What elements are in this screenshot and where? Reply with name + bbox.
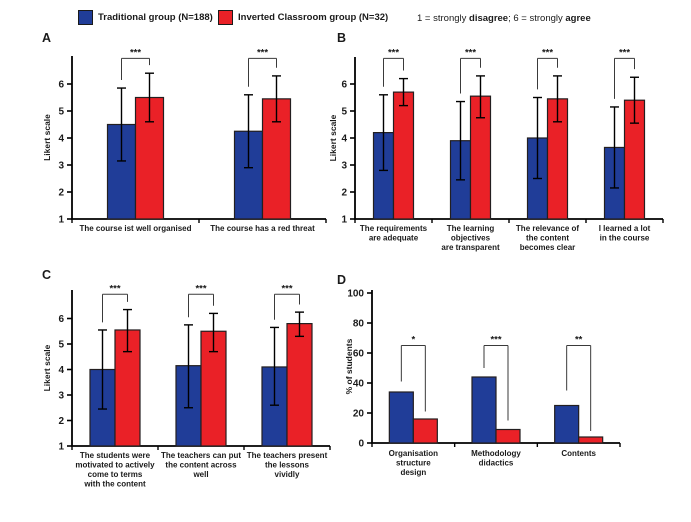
category-label: Organisation: [389, 449, 438, 458]
category-label: becomes clear: [520, 243, 576, 252]
y-axis-title: % of students: [344, 338, 354, 394]
category-label: Contents: [561, 449, 596, 458]
category-label: in the course: [600, 234, 650, 243]
y-axis-title: Likert scale: [328, 114, 338, 161]
category-label: the content: [526, 234, 569, 243]
bar-traditional: [388, 391, 414, 444]
bar-traditional: [471, 376, 497, 444]
category-label: The course ist well organised: [79, 224, 191, 233]
category-label: didactics: [479, 459, 514, 468]
bar-inverted: [412, 418, 438, 444]
sig-stars: ***: [542, 47, 553, 58]
sig-stars: ***: [465, 47, 476, 58]
sig-stars: **: [575, 335, 583, 346]
category-label: Methodology: [471, 449, 521, 458]
category-label: the content across: [165, 461, 237, 470]
y-tick-label: 4: [58, 134, 64, 145]
scale-note-agree: agree: [565, 13, 591, 24]
category-label: motivated to actively: [75, 461, 155, 470]
sig-stars: ***: [195, 283, 206, 294]
category-label: come to terms: [88, 470, 143, 479]
sig-stars: ***: [130, 47, 141, 58]
legend-swatch-inverted: [218, 10, 233, 25]
bar-inverted: [495, 428, 521, 444]
y-tick-label: 1: [341, 215, 347, 226]
y-tick-label: 6: [341, 80, 347, 91]
scale-note-part2: ; 6 = strongly: [508, 13, 566, 24]
y-tick-label: 20: [353, 409, 365, 420]
bar-inverted: [392, 91, 415, 220]
category-label: The relevance of: [516, 224, 579, 233]
y-tick-label: 5: [58, 340, 64, 351]
y-tick-label: 2: [58, 188, 64, 199]
legend-label-traditional: Traditional group (N=188): [98, 12, 213, 23]
y-tick-label: 3: [58, 161, 64, 172]
figure-legend: Traditional group (N=188) Inverted Class…: [0, 0, 691, 34]
category-label: the lessons: [265, 461, 310, 470]
y-tick-label: 80: [353, 319, 365, 330]
sig-stars: ***: [490, 335, 501, 346]
category-label: The students were: [80, 451, 151, 460]
y-tick-label: 1: [58, 215, 64, 226]
y-tick-label: 3: [58, 391, 64, 402]
sig-stars: ***: [619, 47, 630, 58]
y-tick-label: 6: [58, 314, 64, 325]
y-tick-label: 5: [341, 107, 347, 118]
category-label: The teachers can put: [161, 451, 241, 460]
category-label: vividly: [275, 470, 300, 479]
y-tick-label: 6: [58, 80, 64, 91]
bar-inverted: [578, 436, 604, 444]
category-label: The course has a red threat: [210, 224, 315, 233]
sig-stars: *: [411, 335, 415, 346]
legend-item-inverted: Inverted Classroom group (N=32): [218, 10, 388, 25]
y-tick-label: 3: [341, 161, 347, 172]
y-axis-title: Likert scale: [42, 114, 52, 161]
y-tick-label: 2: [341, 188, 347, 199]
y-tick-label: 4: [341, 134, 347, 145]
category-label: with the content: [83, 480, 146, 489]
category-label: well: [192, 470, 208, 479]
panel-label-C: C: [42, 268, 52, 282]
legend-label-inverted: Inverted Classroom group (N=32): [238, 12, 389, 23]
y-tick-label: 100: [347, 289, 364, 300]
legend-item-traditional: Traditional group (N=188): [78, 10, 213, 25]
scale-note-disagree: disagree: [469, 13, 509, 24]
category-label: are adequate: [369, 234, 419, 243]
bar-traditional: [554, 404, 580, 444]
bar-inverted: [286, 323, 313, 447]
y-tick-label: 4: [58, 365, 64, 376]
category-label: The learning: [447, 224, 495, 233]
sig-stars: ***: [109, 283, 120, 294]
sig-stars: ***: [388, 47, 399, 58]
y-tick-label: 0: [358, 439, 364, 450]
bar-inverted: [134, 96, 165, 220]
category-label: The requirements: [360, 224, 428, 233]
sig-stars: ***: [257, 47, 268, 58]
panel-label-B: B: [337, 31, 347, 45]
y-tick-label: 1: [58, 442, 64, 453]
category-label: are transparent: [441, 243, 500, 252]
y-tick-label: 40: [353, 379, 365, 390]
legend-swatch-traditional: [78, 10, 93, 25]
panel-label-D: D: [337, 273, 347, 287]
sig-stars: ***: [281, 283, 292, 294]
category-label: The teachers present: [247, 451, 328, 460]
y-axis-title: Likert scale: [42, 344, 52, 391]
category-label: structure: [396, 459, 431, 468]
category-label: objectives: [451, 234, 491, 243]
y-tick-label: 5: [58, 107, 64, 118]
scale-note: 1 = strongly disagree; 6 = strongly agre…: [417, 13, 591, 24]
category-label: I learned a lot: [599, 224, 651, 233]
category-label: design: [400, 468, 426, 477]
y-tick-label: 60: [353, 349, 365, 360]
y-tick-label: 2: [58, 416, 64, 427]
scale-note-part1: 1 = strongly: [417, 13, 470, 24]
panel-label-A: A: [42, 31, 52, 45]
